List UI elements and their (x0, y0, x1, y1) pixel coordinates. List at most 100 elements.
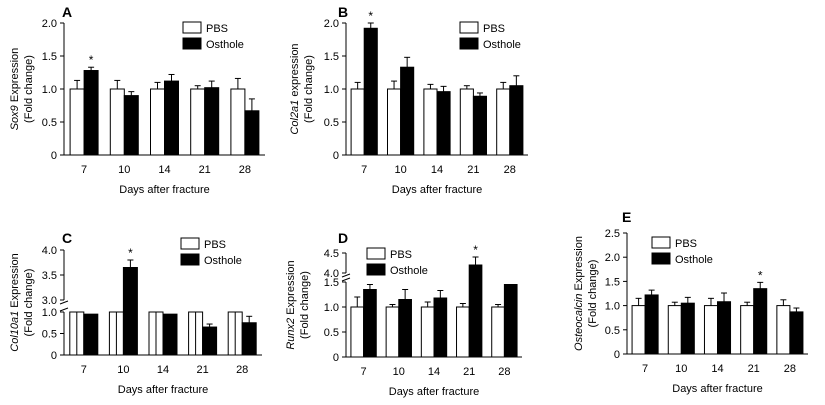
legend-swatch-pbs (182, 21, 202, 34)
bar-osthole-day-21 (472, 95, 488, 156)
legend-swatch-pbs (459, 21, 479, 34)
legend: PBS Osthole (651, 236, 713, 266)
x-tick-label: 10 (675, 363, 687, 375)
x-tick-label: 7 (361, 164, 367, 176)
legend: PBS Osthole (182, 21, 244, 51)
y-tick-label: 1.5 (324, 277, 339, 289)
bar-pbs-day-21 (459, 88, 474, 156)
legend: PBS Osthole (459, 21, 521, 51)
bar-pbs-day-7 (350, 88, 365, 156)
bar-pbs-day-14 (420, 306, 435, 358)
panel-letter: C (62, 230, 72, 246)
legend-label-osthole: Osthole (675, 254, 713, 266)
significance-marker: * (368, 9, 373, 23)
x-tick-label: 14 (157, 364, 169, 376)
y-axis-gene-name: Col2a1 (289, 100, 301, 135)
bar-osthole-day-10 (398, 299, 412, 358)
legend-swatch-osthole (366, 263, 386, 276)
bar-osthole-day-10 (400, 66, 415, 156)
legend-label-pbs: PBS (675, 238, 697, 250)
bar-osthole-day-21 (753, 288, 768, 355)
x-tick-label: 28 (498, 366, 510, 378)
bar-pbs-day-21 (190, 88, 206, 156)
x-tick-label: 14 (428, 366, 440, 378)
legend-label-pbs: PBS (483, 23, 505, 35)
legend-label-osthole: Osthole (390, 265, 428, 277)
x-tick-label: 28 (504, 164, 516, 176)
legend-swatch-osthole (651, 252, 671, 265)
y-tick-label: 2.0 (605, 252, 620, 264)
y-tick-label: 1.0 (324, 84, 339, 96)
axis-break-mark (341, 273, 351, 278)
panel-letter: D (338, 230, 348, 246)
bar-pbs-day-28 (230, 88, 246, 156)
x-tick-label: 21 (748, 363, 760, 375)
bar-pbs-day-14 (703, 305, 719, 355)
x-axis-title: Days after fracture (672, 383, 762, 395)
bar-osthole-day-14 (164, 80, 179, 156)
legend-swatch-osthole (180, 253, 200, 266)
y-tick-label: 4.5 (324, 248, 339, 260)
y-tick-label: 0.5 (324, 117, 339, 129)
bar-osthole-day-14 (436, 91, 451, 156)
y-axis: 0 0.5 1.0 1.5 2.0 2.5 (605, 228, 628, 361)
bar-osthole-day-21 (202, 326, 218, 356)
significance-marker: * (473, 243, 478, 257)
y-axis-gene-name: Runx2 (285, 318, 297, 350)
x-axis-title: Days after fracture (119, 184, 209, 196)
y-axis-title: Col2a1 expression (289, 43, 301, 134)
y-tick-label: 1.5 (605, 276, 620, 288)
axis-break-mark (59, 300, 69, 305)
x-tick-label: 7 (81, 364, 87, 376)
y-tick-label: 1.0 (42, 307, 57, 319)
y-tick-label: 0 (51, 150, 57, 162)
bar-osthole-day-7 (83, 70, 99, 156)
legend-label-pbs: PBS (204, 239, 226, 251)
bar-pbs-day-7 (69, 88, 85, 156)
x-tick-label: 10 (393, 366, 405, 378)
legend-label-osthole: Osthole (483, 39, 521, 51)
y-tick-label: 4.0 (324, 268, 339, 280)
bar-osthole-day-28 (241, 322, 257, 356)
y-axis-title-rest: Expression (285, 260, 297, 317)
chart-panel-b: B 0 0.5 1.0 1.5 2.0 * 7 10 14 21 28 Days after fract… (289, 4, 528, 196)
legend-label-osthole: Osthole (204, 255, 242, 267)
y-axis-title-rest: Expression (573, 236, 585, 293)
bar-osthole-day-28 (509, 85, 524, 156)
bar-pbs-day-28 (776, 305, 791, 355)
x-tick-label: 28 (236, 364, 248, 376)
x-tick-label: 21 (199, 164, 211, 176)
bar-pbs-day-10 (386, 88, 402, 156)
x-axis-title: Days after fracture (118, 384, 208, 396)
y-axis-gene-name: Sox9 (9, 105, 21, 130)
legend-label-pbs: PBS (390, 249, 412, 261)
chart-panel-d: D 0 0.5 1.0 1.54.0 4.5 7 10 14 * 21 * 28 Days after f… (285, 230, 522, 398)
bar-pbs-day-7 (631, 305, 646, 355)
legend-swatch-pbs (180, 237, 200, 250)
bar-pbs-day-10 (385, 306, 400, 358)
x-tick-label: 14 (158, 164, 170, 176)
bar-osthole-day-10 (680, 302, 695, 355)
legend: PBS Osthole (180, 237, 242, 267)
y-axis-title-line2: (Fold change) (303, 55, 315, 123)
y-axis: 0 0.5 1.03.0 3.5 4.0 (42, 245, 69, 362)
y-tick-label: 2.0 (42, 18, 57, 30)
x-tick-label: 21 (463, 366, 475, 378)
y-tick-label: 0.5 (605, 325, 620, 337)
y-axis: 0 0.5 1.0 1.5 2.0 (324, 18, 347, 162)
chart-panel-e: E 0 0.5 1.0 1.5 2.0 2.5 7 10 14 * 21 28 Days after fr… (573, 209, 808, 395)
axis-break-mark (341, 277, 351, 282)
bar-osthole-day-14 (717, 301, 732, 355)
bar-osthole-day-7 (363, 27, 378, 156)
y-tick-label: 4.0 (42, 245, 57, 257)
x-tick-label: 14 (431, 164, 443, 176)
chart-panel-c: C 0 0.5 1.03.0 3.5 4.0 7 * 10 14 21 28 Days after fr… (9, 230, 262, 396)
y-axis-title: Col10a1 Expression (9, 253, 21, 351)
x-tick-label: 7 (81, 164, 87, 176)
y-tick-label: 3.5 (42, 270, 57, 282)
x-tick-label: 21 (467, 164, 479, 176)
y-axis-title-line2: (Fold change) (23, 269, 35, 337)
bar-pbs-day-14 (423, 88, 438, 156)
bar-pbs-day-10 (667, 305, 682, 355)
y-tick-label: 0 (333, 150, 339, 162)
